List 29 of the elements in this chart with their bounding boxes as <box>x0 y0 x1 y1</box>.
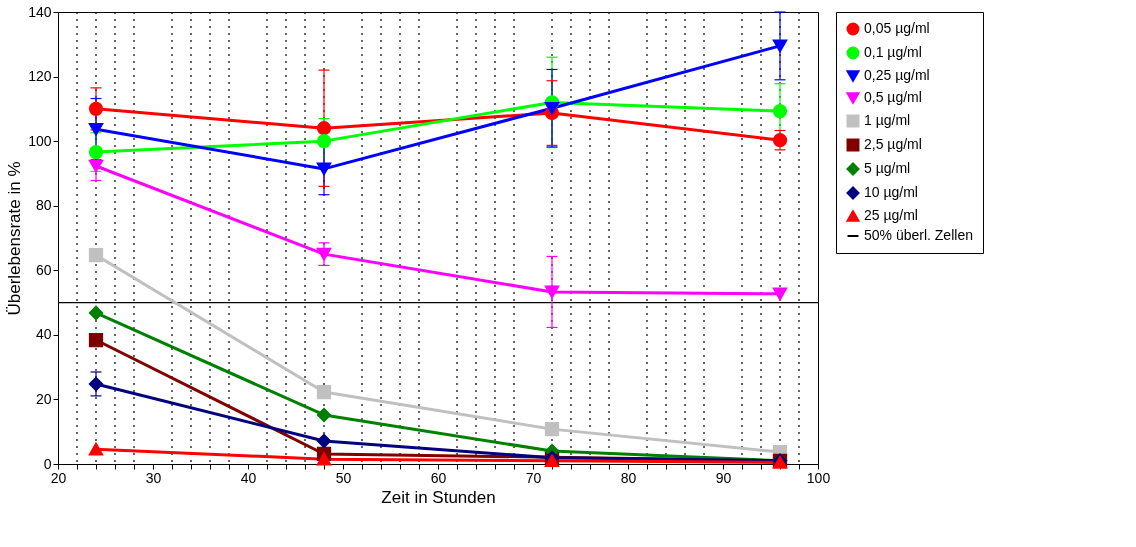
y-axis-title: Überlebensrate in % <box>5 161 25 316</box>
legend-label: 2,5 µg/ml <box>864 136 922 152</box>
legend-label: 0,1 µg/ml <box>864 44 922 60</box>
x-tick-label: 90 <box>715 469 732 486</box>
y-tick-label: 120 <box>28 68 52 85</box>
x-tick-label: 40 <box>240 469 257 486</box>
legend-label: 25 µg/ml <box>864 207 918 223</box>
x-tick-label: 20 <box>50 469 67 486</box>
x-tick-label: 60 <box>430 469 447 486</box>
legend-label: 10 µg/ml <box>864 184 918 200</box>
y-tick-label: 100 <box>28 132 52 149</box>
x-tick-label: 70 <box>525 469 542 486</box>
x-tick-label: 80 <box>620 469 637 486</box>
y-tick-label: 0 <box>43 455 52 472</box>
y-tick-label: 140 <box>28 3 52 20</box>
x-tick-label: 30 <box>145 469 162 486</box>
y-tick-label: 20 <box>35 390 52 407</box>
legend-label: 50% überl. Zellen <box>864 227 973 243</box>
legend-label: 0,25 µg/ml <box>864 67 930 83</box>
x-tick-label: 50 <box>335 469 352 486</box>
x-tick-label: 100 <box>806 469 831 486</box>
y-tick-label: 80 <box>35 197 52 214</box>
legend-label: 0,5 µg/ml <box>864 89 922 105</box>
legend-label: 1 µg/ml <box>864 112 911 128</box>
y-tick-label: 60 <box>35 261 52 278</box>
x-axis-title: Zeit in Stunden <box>381 487 496 507</box>
legend-label: 0,05 µg/ml <box>864 20 930 36</box>
legend-label: 5 µg/ml <box>864 160 911 176</box>
y-tick-label: 40 <box>35 326 52 343</box>
